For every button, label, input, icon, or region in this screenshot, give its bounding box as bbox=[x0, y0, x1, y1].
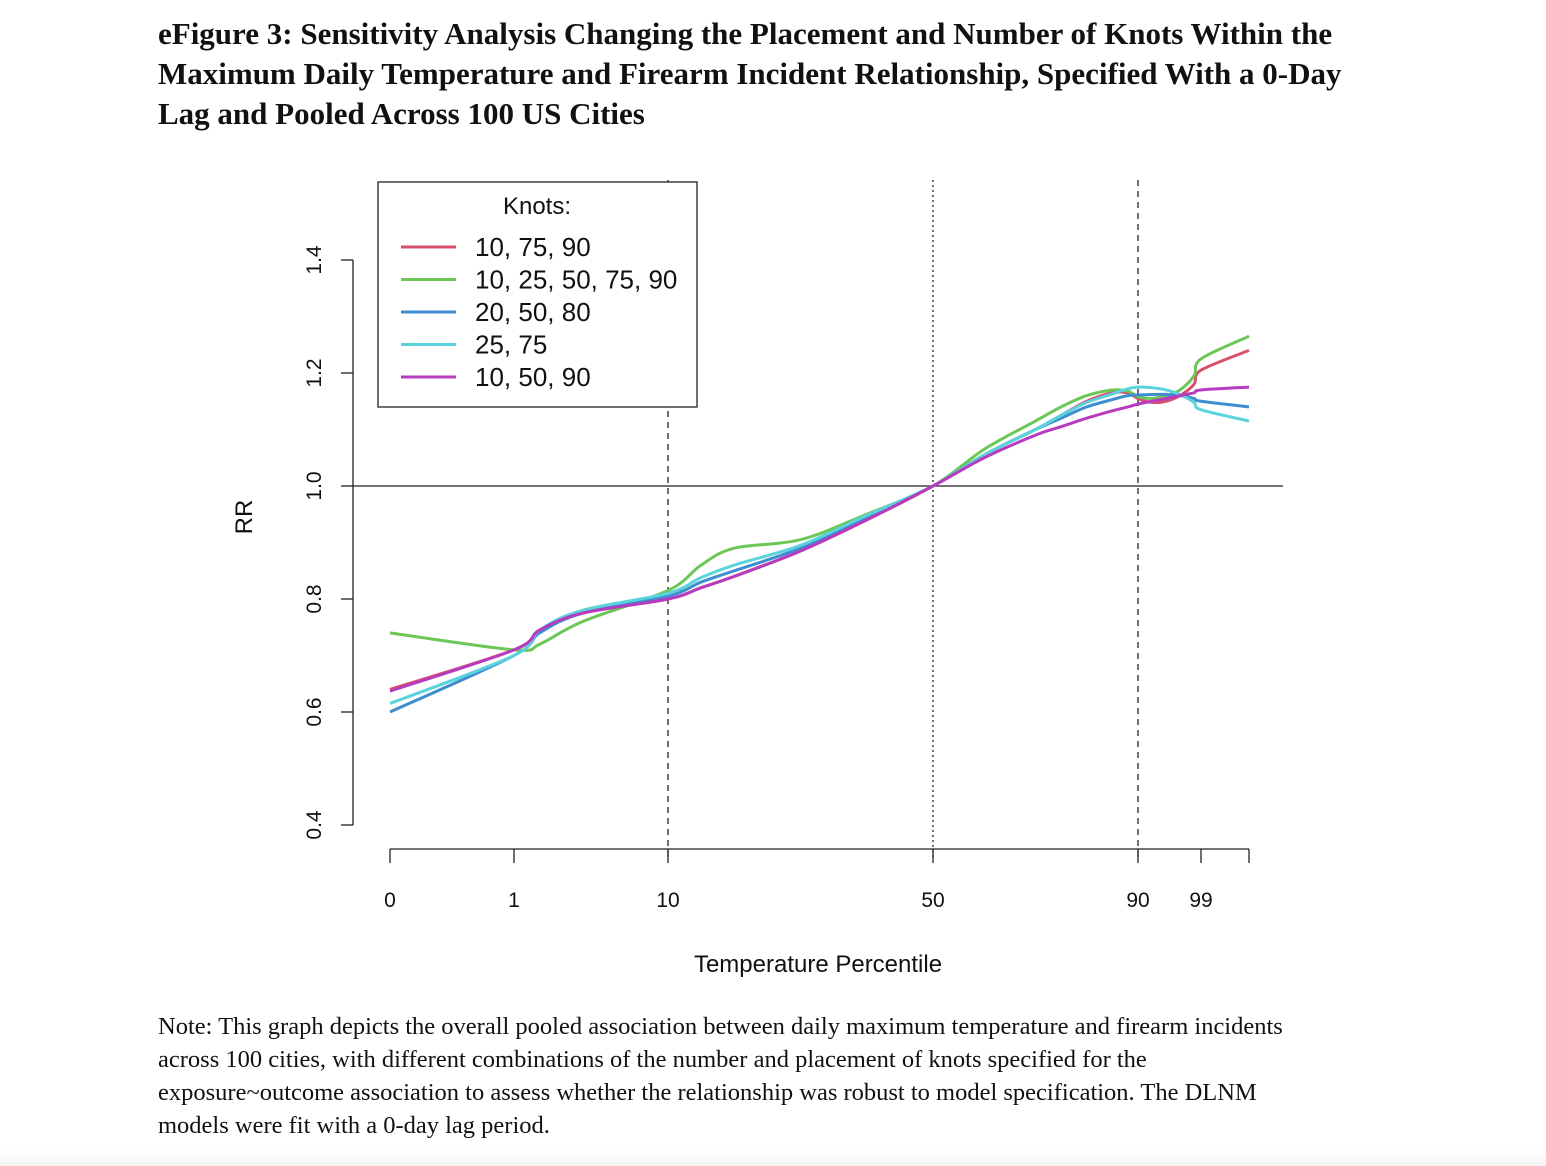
legend-title: Knots: bbox=[503, 193, 571, 220]
figure-title: eFigure 3: Sensitivity Analysis Changing… bbox=[158, 14, 1418, 134]
x-tick-label: 10 bbox=[656, 889, 679, 912]
figure-title-line: Lag and Pooled Across 100 US Cities bbox=[158, 96, 645, 131]
y-tick-label: 1.4 bbox=[303, 245, 326, 275]
y-tick-label: 1.0 bbox=[303, 471, 326, 500]
legend-label: 10, 50, 90 bbox=[475, 362, 591, 392]
note-line: across 100 cities, with different combin… bbox=[158, 1046, 1147, 1073]
note-line: exposure~outcome association to assess w… bbox=[158, 1079, 1257, 1106]
plot-axes: 0.4 0.6 0.8 1.0 1.2 1.4 RR 0 1 10 50 90 99 Temperatur… bbox=[231, 180, 1283, 978]
note-line: Note: This graph depicts the overall poo… bbox=[158, 1013, 1283, 1040]
series-line bbox=[389, 392, 1250, 714]
legend-box bbox=[377, 181, 698, 408]
page-bottom-edge bbox=[0, 1150, 1546, 1166]
figure-title-line: Maximum Daily Temperature and Firearm In… bbox=[158, 56, 1342, 91]
x-axis-label: Temperature Percentile bbox=[694, 951, 942, 978]
y-tick-label: 0.4 bbox=[303, 810, 326, 840]
y-tick-label: 0.6 bbox=[303, 697, 326, 726]
x-tick-label: 99 bbox=[1189, 889, 1212, 912]
legend-label: 25, 75 bbox=[475, 330, 547, 360]
y-tick-label: 0.8 bbox=[303, 584, 326, 613]
chart: 0.4 0.6 0.8 1.0 1.2 1.4 RR 0 1 10 50 90 99 Temperatur… bbox=[231, 180, 1283, 978]
x-tick-label: 0 bbox=[384, 889, 396, 912]
figure-note: Note: This graph depicts the overall poo… bbox=[158, 1010, 1408, 1142]
y-axis-label: RR bbox=[231, 500, 258, 535]
series-line bbox=[389, 385, 1250, 705]
y-tick-label: 1.2 bbox=[303, 358, 326, 387]
series-line bbox=[389, 385, 1250, 693]
x-tick-label: 90 bbox=[1126, 889, 1149, 912]
plot-lines bbox=[389, 334, 1250, 714]
note-line: models were fit with a 0-day lag period. bbox=[158, 1112, 550, 1139]
figure-title-line: eFigure 3: Sensitivity Analysis Changing… bbox=[158, 16, 1333, 51]
legend-label: 10, 25, 50, 75, 90 bbox=[475, 265, 677, 295]
legend-label: 10, 75, 90 bbox=[475, 232, 591, 262]
x-tick-label: 50 bbox=[921, 889, 944, 912]
x-tick-label: 1 bbox=[508, 889, 520, 912]
legend-label: 20, 50, 80 bbox=[475, 297, 591, 327]
